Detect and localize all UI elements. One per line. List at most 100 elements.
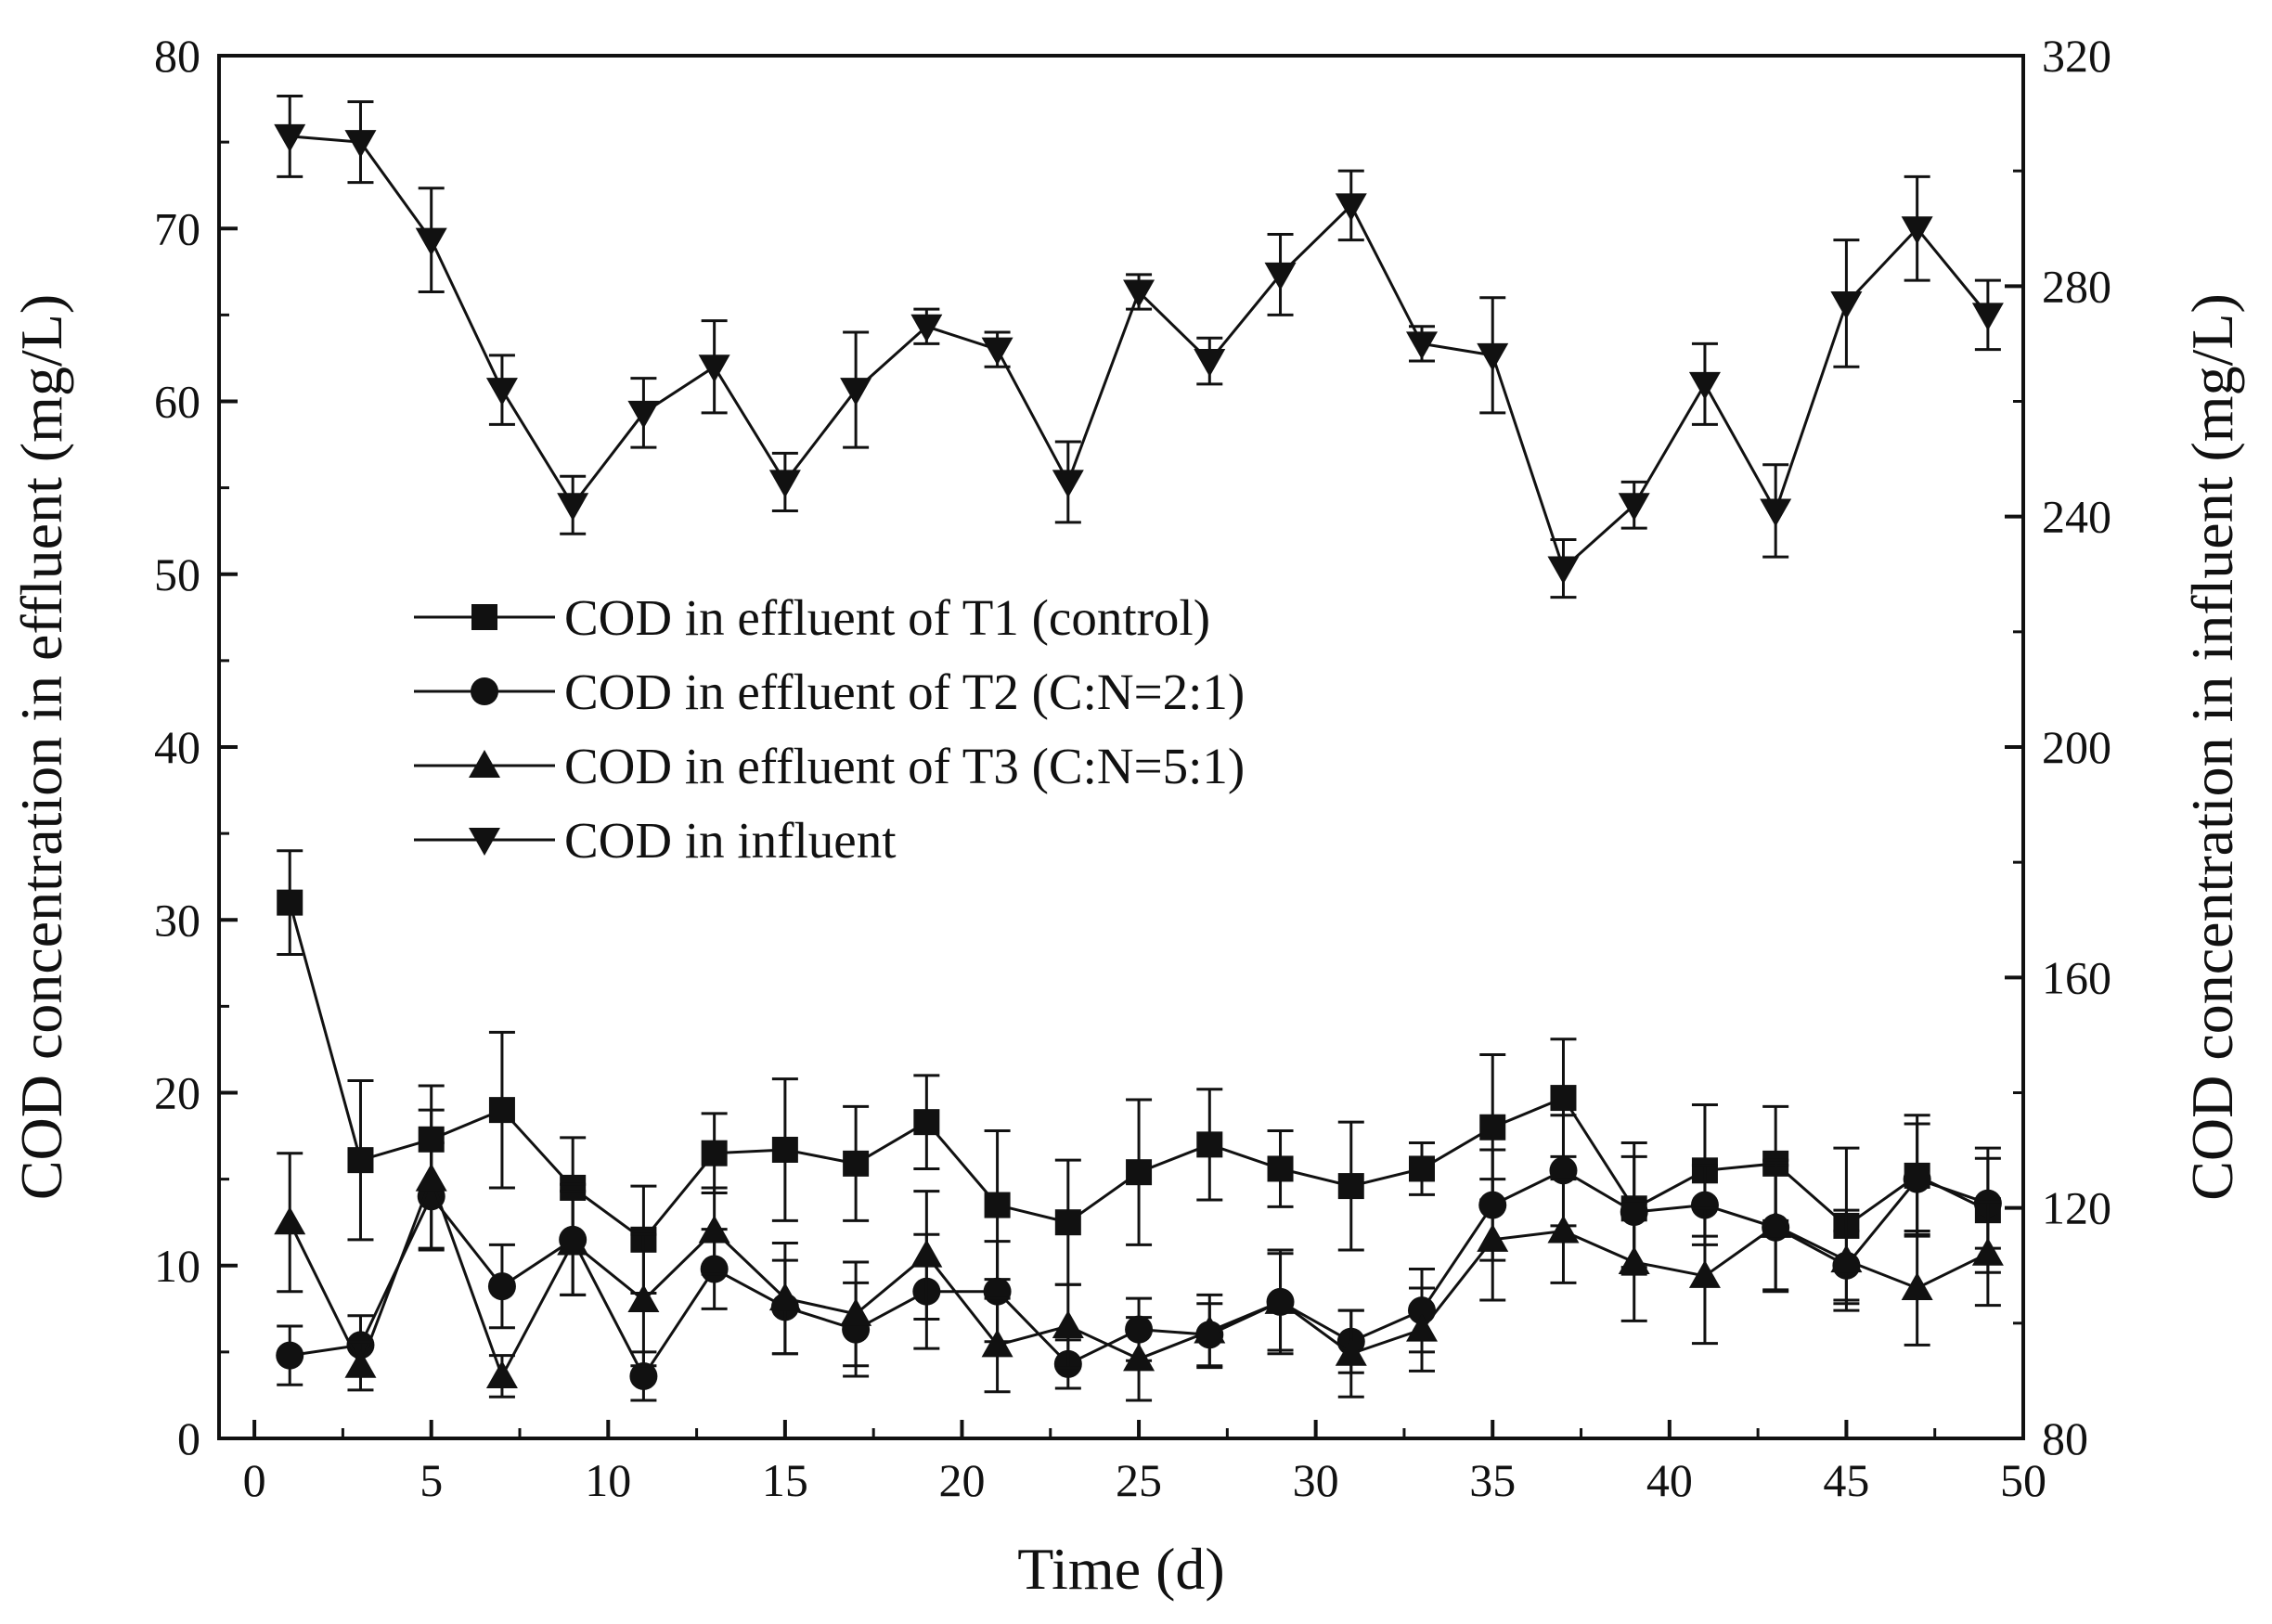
triangle-up-marker bbox=[1901, 1271, 1933, 1300]
y2-tick-label: 280 bbox=[2042, 260, 2111, 312]
square-marker bbox=[488, 1097, 515, 1124]
series-3 bbox=[274, 1108, 2004, 1402]
square-marker bbox=[347, 1147, 374, 1174]
triangle-down-marker bbox=[1477, 342, 1509, 371]
triangle-up-marker bbox=[344, 1349, 377, 1378]
square-marker bbox=[1550, 1085, 1577, 1112]
y-axis-title: COD concentration in effluent (mg/L) bbox=[8, 294, 74, 1200]
legend-label: COD in effluent of T1 (control) bbox=[564, 589, 1210, 646]
x-tick-label: 15 bbox=[762, 1454, 808, 1506]
y2-tick-label: 80 bbox=[2042, 1412, 2088, 1464]
triangle-up-marker bbox=[1477, 1223, 1509, 1252]
y2-tick-label: 240 bbox=[2042, 491, 2111, 543]
circle-marker bbox=[276, 1341, 304, 1370]
triangle-up-marker bbox=[1406, 1313, 1438, 1342]
x-tick-label: 25 bbox=[1116, 1454, 1162, 1506]
triangle-up-marker bbox=[1618, 1246, 1650, 1275]
triangle-up-marker bbox=[485, 1360, 518, 1388]
y-tick-label: 50 bbox=[154, 548, 200, 600]
triangle-down-marker bbox=[698, 354, 730, 383]
x-tick-label: 30 bbox=[1293, 1454, 1339, 1506]
triangle-down-marker bbox=[627, 400, 660, 429]
y-tick-label: 10 bbox=[154, 1240, 200, 1292]
triangle-up-marker bbox=[768, 1282, 801, 1311]
triangle-down-marker bbox=[1194, 349, 1226, 378]
y-tick-label: 0 bbox=[177, 1412, 200, 1464]
legend: COD in effluent of T1 (control) COD in ef… bbox=[414, 589, 1245, 869]
legend-item: COD in effluent of T2 (C:N=2:1) bbox=[414, 664, 1245, 720]
x-tick-label: 10 bbox=[585, 1454, 631, 1506]
x-tick-label: 5 bbox=[420, 1454, 443, 1506]
legend-item: COD in effluent of T3 (C:N=5:1) bbox=[414, 738, 1245, 794]
triangle-up-marker bbox=[557, 1227, 589, 1256]
triangle-down-marker bbox=[1335, 193, 1367, 222]
triangle-up-marker bbox=[1052, 1309, 1084, 1338]
series-4 bbox=[274, 94, 2004, 599]
legend-item: COD in effluent of T1 (control) bbox=[414, 589, 1210, 646]
square-marker bbox=[1337, 1173, 1364, 1200]
triangle-up-marker bbox=[1547, 1215, 1580, 1244]
x-axis-title: Time (d) bbox=[1017, 1536, 1224, 1602]
series-1 bbox=[277, 849, 2001, 1306]
x-tick-label: 0 bbox=[243, 1454, 266, 1506]
circle-marker bbox=[629, 1361, 658, 1390]
legend-label: COD in effluent of T2 (C:N=2:1) bbox=[564, 664, 1245, 720]
legend-triangle-up-marker bbox=[469, 750, 500, 778]
triangle-down-marker bbox=[1618, 493, 1650, 522]
triangle-down-marker bbox=[1406, 331, 1438, 360]
square-marker bbox=[1479, 1114, 1506, 1141]
circle-marker bbox=[487, 1272, 516, 1301]
triangle-down-marker bbox=[557, 493, 589, 522]
triangle-down-marker bbox=[1264, 262, 1297, 290]
circle-marker bbox=[1690, 1191, 1719, 1219]
triangle-down-marker bbox=[274, 123, 306, 152]
triangle-up-marker bbox=[274, 1206, 306, 1235]
x-tick-label: 20 bbox=[938, 1454, 985, 1506]
square-marker bbox=[1196, 1131, 1223, 1158]
square-marker bbox=[1267, 1155, 1294, 1182]
square-marker bbox=[1126, 1159, 1153, 1186]
x-tick-label: 35 bbox=[1469, 1454, 1516, 1506]
triangle-down-marker bbox=[910, 314, 943, 342]
y-tick-label: 20 bbox=[154, 1067, 200, 1119]
triangle-down-marker bbox=[768, 470, 801, 498]
y-tick-label: 70 bbox=[154, 202, 200, 254]
triangle-down-marker bbox=[1547, 556, 1580, 585]
y-tick-label: 40 bbox=[154, 721, 200, 773]
triangle-up-marker bbox=[415, 1163, 447, 1192]
triangle-down-marker bbox=[840, 378, 872, 406]
triangle-down-marker bbox=[344, 130, 377, 159]
triangle-down-marker bbox=[1830, 290, 1863, 319]
y2-tick-label: 160 bbox=[2042, 951, 2111, 1003]
axis-ticks: 0 5 10 15 20 25 30 35 40 45 50 0 10 20 30 40 50 60 70 80 80 1… bbox=[154, 30, 2111, 1506]
square-marker bbox=[277, 889, 303, 916]
legend-square-marker bbox=[471, 604, 497, 630]
y2-axis-title: COD concentration in influent (mg/L) bbox=[2179, 293, 2245, 1201]
square-marker bbox=[843, 1150, 870, 1177]
y2-tick-label: 120 bbox=[2042, 1182, 2111, 1234]
triangle-down-marker bbox=[415, 227, 447, 256]
triangle-up-marker bbox=[910, 1239, 943, 1268]
triangle-down-marker bbox=[981, 337, 1013, 366]
square-marker bbox=[1054, 1209, 1081, 1236]
triangle-up-marker bbox=[1335, 1337, 1367, 1366]
legend-item: COD in influent bbox=[414, 812, 896, 869]
triangle-down-marker bbox=[1688, 371, 1721, 400]
circle-marker bbox=[1549, 1156, 1578, 1185]
triangle-up-marker bbox=[1194, 1315, 1226, 1344]
y-tick-label: 80 bbox=[154, 30, 200, 82]
x-tick-label: 40 bbox=[1646, 1454, 1693, 1506]
triangle-up-marker bbox=[1971, 1237, 2004, 1266]
legend-circle-marker bbox=[471, 677, 498, 705]
circle-marker bbox=[1903, 1165, 1931, 1193]
square-marker bbox=[913, 1109, 940, 1136]
y-tick-label: 30 bbox=[154, 894, 200, 946]
triangle-up-marker bbox=[1123, 1343, 1155, 1372]
triangle-up-marker bbox=[1264, 1285, 1297, 1314]
square-marker bbox=[1409, 1155, 1435, 1182]
triangle-down-marker bbox=[1123, 279, 1155, 308]
square-marker bbox=[701, 1140, 728, 1166]
x-tick-label: 50 bbox=[2000, 1454, 2046, 1506]
legend-label: COD in effluent of T3 (C:N=5:1) bbox=[564, 738, 1245, 794]
square-marker bbox=[984, 1192, 1011, 1218]
